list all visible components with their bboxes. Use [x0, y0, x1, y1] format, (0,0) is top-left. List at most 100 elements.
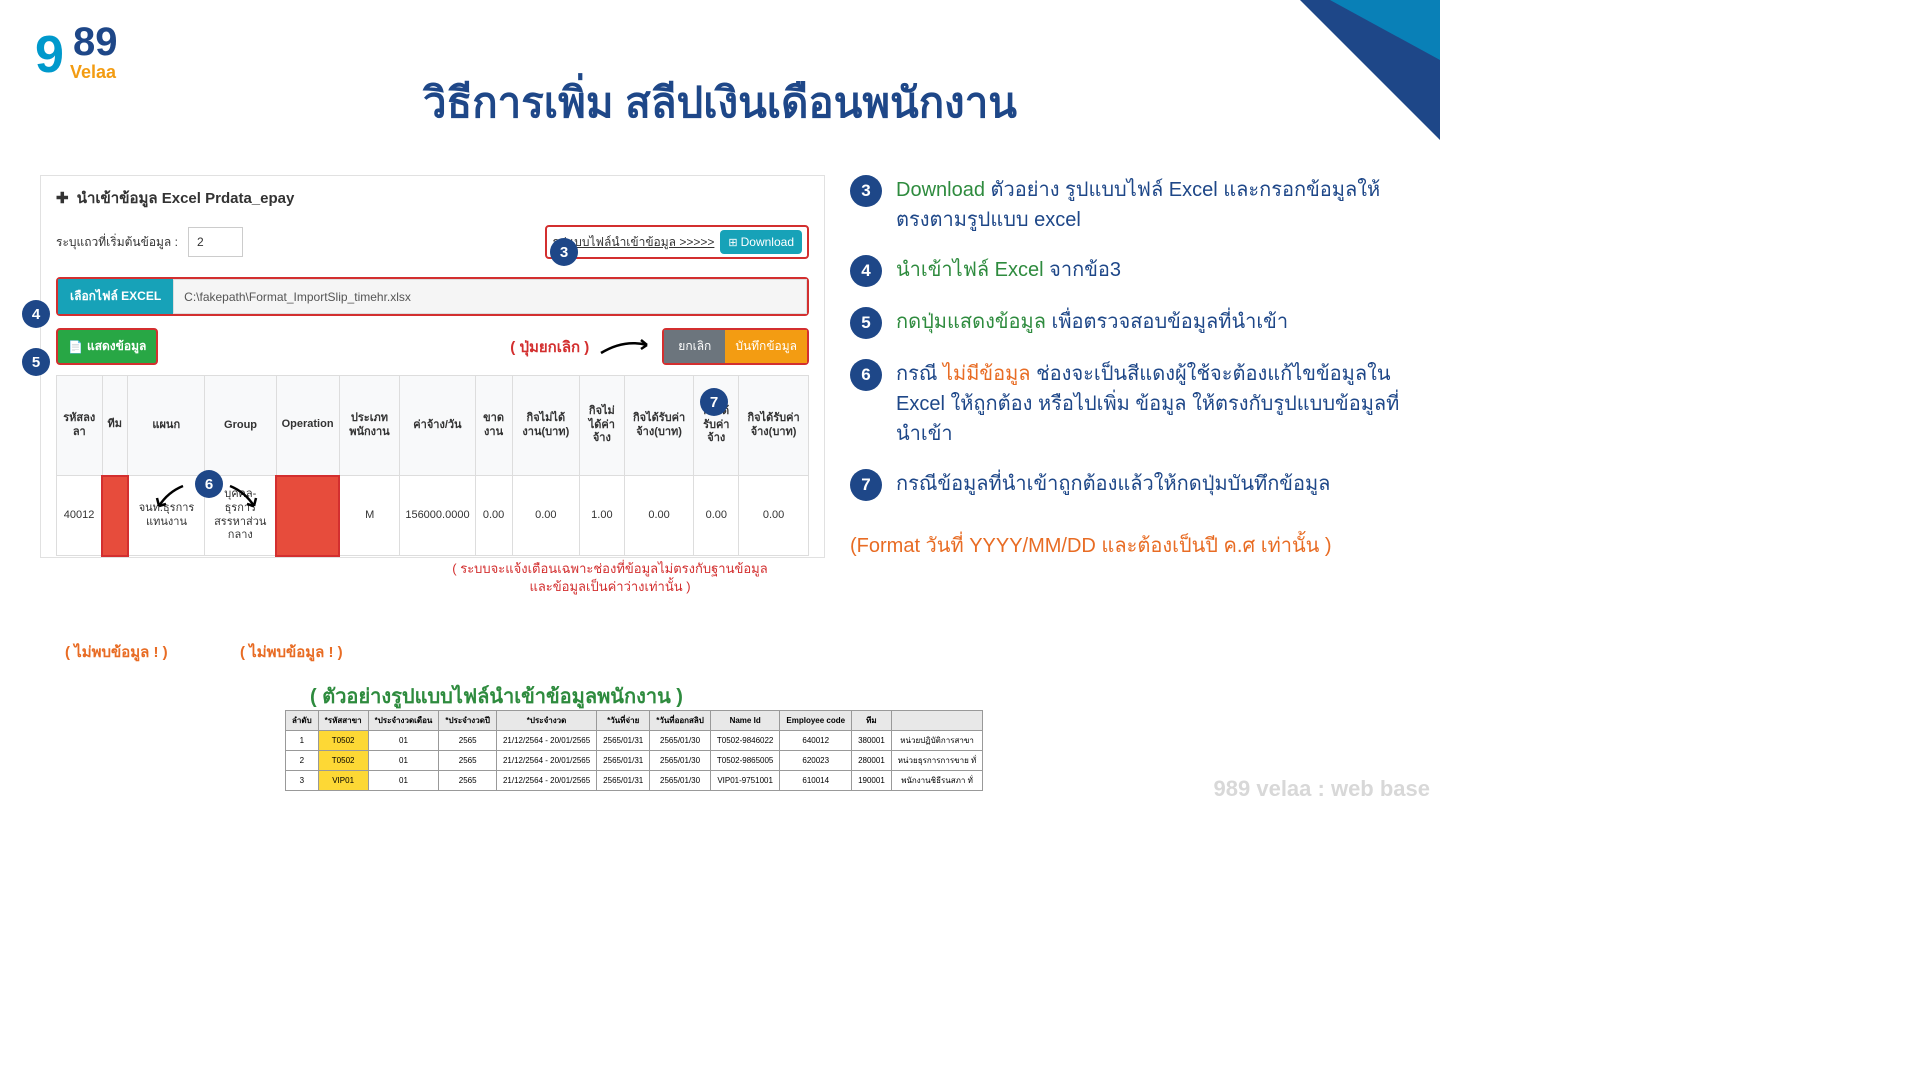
instr-7a: กรณีข้อมูลที่นำเข้าถูกต้องแล้วให้กดปุ่มบ…	[896, 473, 1330, 495]
col-4: Operation	[276, 376, 339, 476]
example-row: 2T050201256521/12/2564 - 20/01/25652565/…	[286, 751, 983, 771]
not-found-1: ( ไม่พบข้อมูล ! )	[65, 640, 168, 664]
example-cell: 01	[368, 751, 439, 771]
instr-4b: จากข้อ3	[1044, 259, 1121, 281]
cell-error-operation	[276, 476, 339, 556]
example-title: ( ตัวอย่างรูปแบบไฟล์นำเข้าข้อมูลพนักงาน …	[310, 680, 683, 712]
badge-7-overlay: 7	[700, 388, 728, 416]
badge-6-overlay: 6	[195, 470, 223, 498]
example-table: ลำดับ *รหัสสาขา *ประจำงวดเดือน *ประจำงวด…	[285, 710, 983, 791]
cell: 0.00	[512, 476, 579, 556]
slide: 9 89 Velaa วิธีการเพิ่ม สลีปเงินเดือนพนั…	[0, 0, 1440, 810]
instr-6: 6 กรณี ไม่มีข้อมูล ช่องจะเป็นสีแดงผู้ใช้…	[850, 359, 1410, 449]
download-button[interactable]: ⊞Download	[720, 230, 802, 254]
cell: 0.00	[475, 476, 512, 556]
panel-heading-text: นำเข้าข้อมูล Excel Prdata_epay	[77, 190, 295, 207]
example-cell: 21/12/2564 - 20/01/2565	[496, 751, 596, 771]
logo: 9 89 Velaa	[35, 20, 130, 80]
badge-3-overlay: 3	[550, 238, 578, 266]
panel-heading: ✚ นำเข้าข้อมูล Excel Prdata_epay	[56, 186, 809, 210]
col-12: กิจได้รับค่าจ้าง(บาท)	[739, 376, 809, 476]
ex-h: ลำดับ	[286, 711, 319, 731]
example-cell: 380001	[852, 731, 892, 751]
ex-h: ทีม	[852, 711, 892, 731]
example-cell: T0502-9846022	[710, 731, 780, 751]
plus-icon: ✚	[56, 189, 69, 207]
badge-3: 3	[850, 175, 882, 207]
example-cell: 640012	[780, 731, 852, 751]
row-start-label: ระบุแถวที่เริ่มต้นข้อมูล :	[56, 233, 178, 252]
data-table: รหัสลงลา ทีม แผนก Group Operation ประเภท…	[56, 375, 809, 557]
row-start: ระบุแถวที่เริ่มต้นข้อมูล : 2 รูปแบบไฟล์น…	[56, 225, 809, 259]
save-button[interactable]: บันทึกข้อมูล	[725, 330, 807, 363]
system-warning-text: ( ระบบจะแจ้งเตือนเฉพาะช่องที่ข้อมูลไม่ตร…	[440, 560, 780, 596]
ex-h: *ประจำงวด	[496, 711, 596, 731]
example-cell: หน่วยปฏิบัติการสาขา	[891, 731, 983, 751]
example-cell: 190001	[852, 771, 892, 791]
instr-3: 3 Download ตัวอย่าง รูปแบบไฟล์ Excel และ…	[850, 175, 1410, 235]
cancel-save-group: ยกเลิก บันทึกข้อมูล	[662, 328, 809, 365]
arrow-6-right	[225, 484, 260, 512]
logo-9: 9	[35, 25, 64, 85]
instr-4: 4 นำเข้าไฟล์ Excel จากข้อ3	[850, 255, 1410, 287]
example-row: 1T050201256521/12/2564 - 20/01/25652565/…	[286, 731, 983, 751]
example-cell: 1	[286, 731, 319, 751]
show-data-button[interactable]: 📄แสดงข้อมูล	[56, 328, 158, 365]
col-1: ทีม	[102, 376, 128, 476]
select-file-button[interactable]: เลือกไฟล์ EXCEL	[58, 279, 173, 314]
arrow-to-cancel	[599, 337, 654, 357]
ex-h: Employee code	[780, 711, 852, 731]
example-cell: 2565/01/30	[650, 731, 711, 751]
example-cell: 21/12/2564 - 20/01/2565	[496, 771, 596, 791]
ex-h: Name Id	[710, 711, 780, 731]
instr-3a: Download	[896, 179, 985, 201]
col-6: ค่าจ้าง/วัน	[400, 376, 475, 476]
badge-5: 5	[850, 307, 882, 339]
logo-text: Velaa	[70, 62, 116, 83]
ex-h: *ประจำงวดปี	[439, 711, 497, 731]
badge-7: 7	[850, 469, 882, 501]
cell: 0.00	[624, 476, 694, 556]
cell-error-team	[102, 476, 128, 556]
example-cell: 3	[286, 771, 319, 791]
col-3: Group	[205, 376, 276, 476]
col-8: กิจไม่ได้งาน(บาท)	[512, 376, 579, 476]
decor-triangle-2	[1330, 0, 1440, 60]
col-0: รหัสลงลา	[57, 376, 103, 476]
logo-89: 89	[73, 20, 118, 65]
not-found-2: ( ไม่พบข้อมูล ! )	[240, 640, 343, 664]
example-cell: VIP01	[318, 771, 368, 791]
download-box: รูปแบบไฟล์นำเข้าข้อมูล >>>>> ⊞Download	[545, 225, 809, 259]
example-cell: 2565/01/31	[597, 731, 650, 751]
row-start-input[interactable]: 2	[188, 227, 243, 257]
cell: 0.00	[694, 476, 739, 556]
example-cell: 01	[368, 771, 439, 791]
example-cell: T0502	[318, 731, 368, 751]
example-cell: 2565	[439, 771, 497, 791]
example-cell: 21/12/2564 - 20/01/2565	[496, 731, 596, 751]
instr-5a: กดปุ่มแสดงข้อมูล	[896, 311, 1046, 333]
ex-h	[891, 711, 983, 731]
cell: 0.00	[739, 476, 809, 556]
badge-6: 6	[850, 359, 882, 391]
cell: 156000.0000	[400, 476, 475, 556]
example-cell: 2565/01/30	[650, 751, 711, 771]
format-note: (Format วันที่ YYYY/MM/DD และต้องเป็นปี …	[850, 531, 1410, 561]
cell: M	[339, 476, 400, 556]
instructions: 3 Download ตัวอย่าง รูปแบบไฟล์ Excel และ…	[850, 175, 1410, 561]
cancel-button[interactable]: ยกเลิก	[664, 330, 725, 363]
instr-5b: เพื่อตรวจสอบข้อมูลที่นำเข้า	[1046, 311, 1288, 333]
doc-icon: 📄	[68, 340, 83, 354]
file-select-row: เลือกไฟล์ EXCEL C:\fakepath\Format_Impor…	[56, 277, 809, 316]
example-cell: 2565/01/30	[650, 771, 711, 791]
instr-6b: ไม่มีข้อมูล	[943, 363, 1031, 385]
data-table-wrap: รหัสลงลา ทีม แผนก Group Operation ประเภท…	[56, 375, 809, 557]
col-2: แผนก	[128, 376, 205, 476]
example-cell: 280001	[852, 751, 892, 771]
example-cell: VIP01-9751001	[710, 771, 780, 791]
col-10: กิจได้รับค่าจ้าง(บาท)	[624, 376, 694, 476]
example-cell: 2	[286, 751, 319, 771]
example-cell: พนักงานชิธีรนสภา ทั่	[891, 771, 983, 791]
example-cell: หน่วยธุรการการขาย ทั่	[891, 751, 983, 771]
example-cell: 2565/01/31	[597, 751, 650, 771]
